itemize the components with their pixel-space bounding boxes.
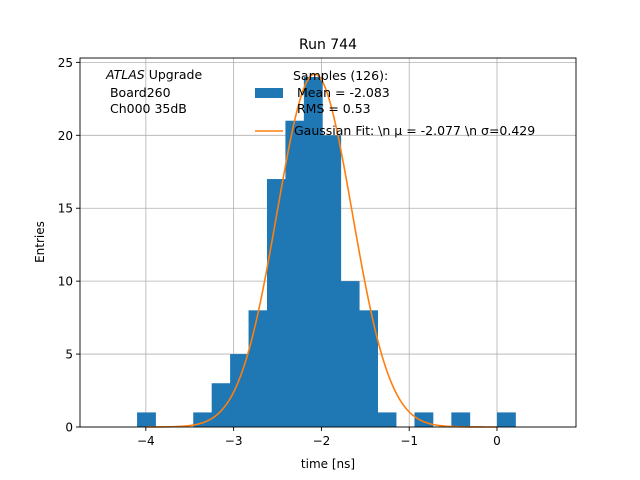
histogram-bar-8 bbox=[322, 135, 342, 427]
axis-ticks: −4 −3 −2 −1 0 0 5 10 15 20 25 bbox=[58, 56, 501, 448]
histogram-bar-6 bbox=[285, 120, 305, 427]
legend-swatch-samples bbox=[255, 88, 283, 98]
y-tick-label-0: 0 bbox=[65, 421, 73, 435]
y-tick-label-3: 15 bbox=[58, 202, 73, 216]
histogram-bar-13 bbox=[451, 412, 471, 427]
x-tick-label-1: −3 bbox=[225, 434, 243, 448]
annotation-upgrade: Upgrade bbox=[145, 67, 203, 82]
legend-samples-line-2: Mean = -2.083 bbox=[293, 85, 390, 100]
y-tick-label-4: 20 bbox=[58, 129, 73, 143]
legend-fit-label: Gaussian Fit: \n μ = -2.077 \n σ=0.429 bbox=[294, 123, 535, 138]
annotation-atlas: ATLAS bbox=[105, 67, 145, 82]
legend: Samples (126): Mean = -2.083 RMS = 0.53 … bbox=[255, 68, 535, 138]
y-tick-label-5: 25 bbox=[58, 56, 73, 70]
annotation-line-3: Ch000 35dB bbox=[106, 101, 187, 116]
chart-title: Run 744 bbox=[299, 37, 357, 53]
annotation-line-2: Board260 bbox=[106, 85, 171, 100]
x-tick-label-0: −4 bbox=[137, 434, 155, 448]
atlas-annotation: ATLAS Upgrade Board260 Ch000 35dB bbox=[105, 67, 202, 116]
legend-samples-line-1: Samples (126): bbox=[293, 68, 388, 83]
histogram-bar-12 bbox=[414, 412, 434, 427]
annotation-line-1: ATLAS Upgrade bbox=[105, 67, 202, 82]
x-axis-label: time [ns] bbox=[301, 457, 355, 471]
y-axis-label: Entries bbox=[33, 221, 47, 263]
histogram-bar-14 bbox=[496, 412, 516, 427]
histogram-bar-2 bbox=[211, 383, 231, 427]
x-tick-label-4: 0 bbox=[493, 434, 501, 448]
legend-samples-line-3: RMS = 0.53 bbox=[293, 101, 371, 116]
histogram-bar-3 bbox=[230, 354, 249, 427]
plot-frame bbox=[79, 57, 577, 428]
histogram-bar-10 bbox=[359, 310, 378, 427]
histogram-bar-7 bbox=[303, 76, 323, 427]
x-tick-label-3: −1 bbox=[400, 434, 418, 448]
x-tick-label-2: −2 bbox=[313, 434, 331, 448]
histogram-bar-4 bbox=[248, 310, 268, 427]
y-tick-label-2: 10 bbox=[58, 275, 73, 289]
histogram-bar-11 bbox=[377, 412, 397, 427]
histogram-bar-9 bbox=[340, 281, 360, 427]
gaussian-fit-curve bbox=[145, 73, 497, 428]
y-tick-label-1: 5 bbox=[65, 348, 73, 362]
histogram-bar-0 bbox=[137, 412, 156, 427]
